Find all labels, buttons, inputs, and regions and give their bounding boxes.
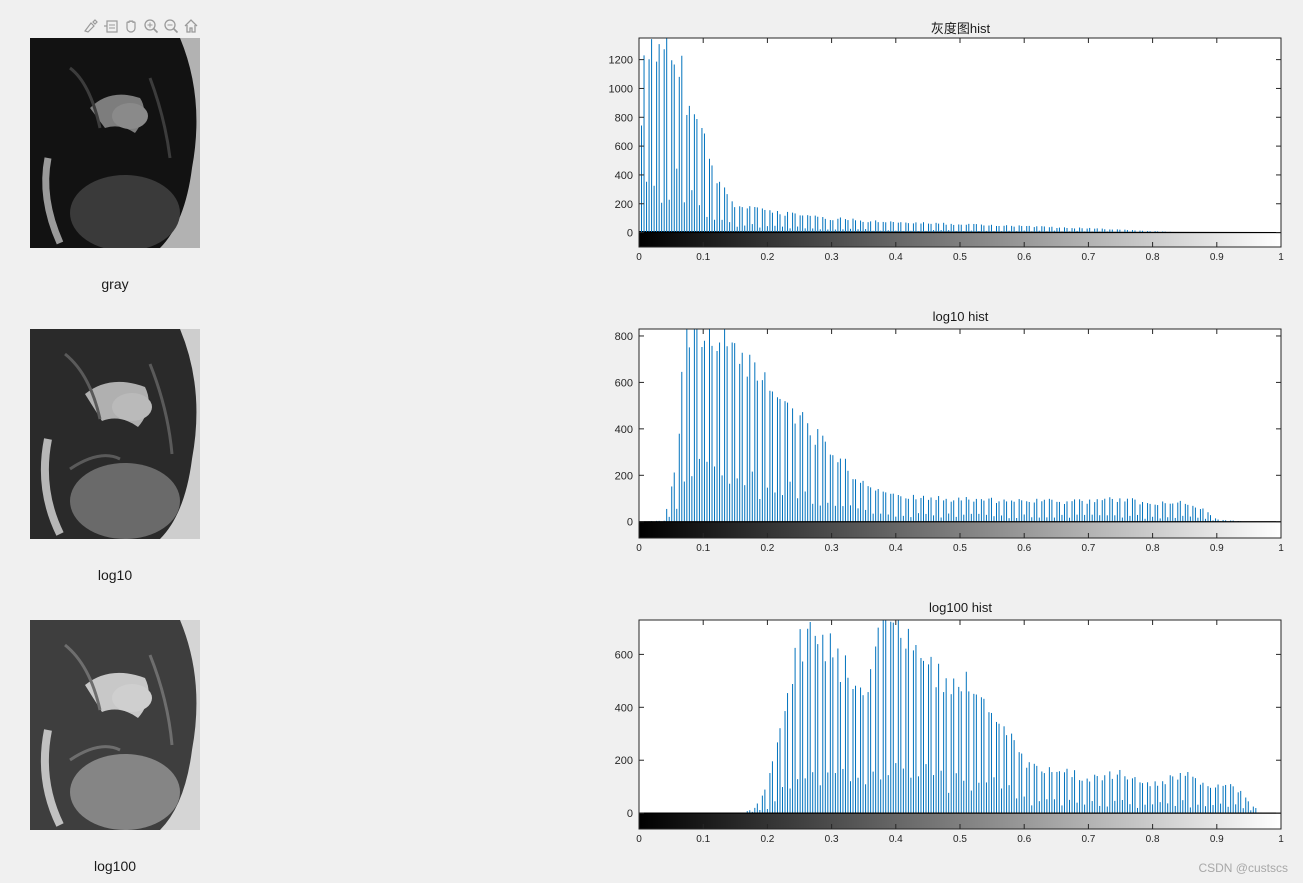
y-tick-label: 800 [615,112,633,124]
zoom-out-icon[interactable] [162,17,180,35]
x-tick-label: 0.3 [825,252,839,263]
brush-icon[interactable] [82,17,100,35]
log100-image [30,620,200,830]
x-tick-label: 0.6 [1017,834,1031,845]
x-tick-label: 0.4 [889,834,903,845]
gray-image-label: gray [101,276,129,292]
grayscale-colorbar [639,813,1281,829]
y-tick-label: 0 [627,808,633,820]
y-tick-label: 800 [615,331,633,343]
x-tick-label: 0.7 [1081,834,1095,845]
zoom-in-icon[interactable] [142,17,160,35]
x-tick-label: 0.1 [696,543,710,554]
x-tick-label: 0.6 [1017,252,1031,263]
y-tick-label: 200 [615,755,633,767]
x-tick-label: 0.1 [696,252,710,263]
plot-area[interactable] [639,38,1281,247]
watermark: CSDN @custscs [1198,861,1288,875]
plot-area[interactable] [639,620,1281,829]
y-tick-label: 400 [615,424,633,436]
x-tick-label: 1 [1278,834,1284,845]
y-tick-label: 600 [615,377,633,389]
x-tick-label: 0 [636,834,642,845]
x-tick-label: 1 [1278,252,1284,263]
x-tick-label: 0.5 [953,252,967,263]
y-tick-label: 1000 [609,83,633,95]
x-tick-label: 0.5 [953,543,967,554]
grayscale-colorbar [639,231,1281,247]
pan-hand-icon[interactable] [122,17,140,35]
hist-title-log10: log10 hist [932,309,989,324]
hist-title-log100: log100 hist [929,600,992,615]
x-tick-label: 0 [636,252,642,263]
x-tick-label: 0.6 [1017,543,1031,554]
x-tick-label: 0 [636,543,642,554]
y-tick-label: 400 [615,702,633,714]
x-tick-label: 0.1 [696,834,710,845]
x-tick-label: 0.4 [889,543,903,554]
x-tick-label: 0.7 [1081,543,1095,554]
x-tick-label: 0.8 [1146,543,1160,554]
x-tick-label: 0.3 [825,543,839,554]
x-tick-label: 0.9 [1210,252,1224,263]
log10-image [30,329,200,539]
y-tick-label: 200 [615,470,633,482]
y-tick-label: 1200 [609,55,633,67]
y-tick-label: 600 [615,649,633,661]
y-tick-label: 0 [627,228,633,240]
datatip-icon[interactable] [102,17,120,35]
log100-image-label: log100 [93,858,137,874]
x-tick-label: 0.9 [1210,543,1224,554]
x-tick-label: 0.4 [889,252,903,263]
y-tick-label: 400 [615,170,633,182]
x-tick-label: 0.9 [1210,834,1224,845]
y-tick-label: 0 [627,517,633,529]
x-tick-label: 0.8 [1146,252,1160,263]
x-tick-label: 0.3 [825,834,839,845]
log10-image-label: log10 [97,567,133,583]
y-tick-label: 200 [615,199,633,211]
figure-toolbar [82,17,200,35]
x-tick-label: 0.2 [760,834,774,845]
x-tick-label: 0.8 [1146,834,1160,845]
y-tick-label: 600 [615,141,633,153]
plot-area[interactable] [639,329,1281,538]
gray-image [30,38,200,248]
home-icon[interactable] [182,17,200,35]
hist-title-gray: 灰度图hist [930,21,991,36]
x-tick-label: 0.2 [760,252,774,263]
x-tick-label: 0.7 [1081,252,1095,263]
grayscale-colorbar [639,522,1281,538]
x-tick-label: 0.5 [953,834,967,845]
x-tick-label: 1 [1278,543,1284,554]
x-tick-label: 0.2 [760,543,774,554]
